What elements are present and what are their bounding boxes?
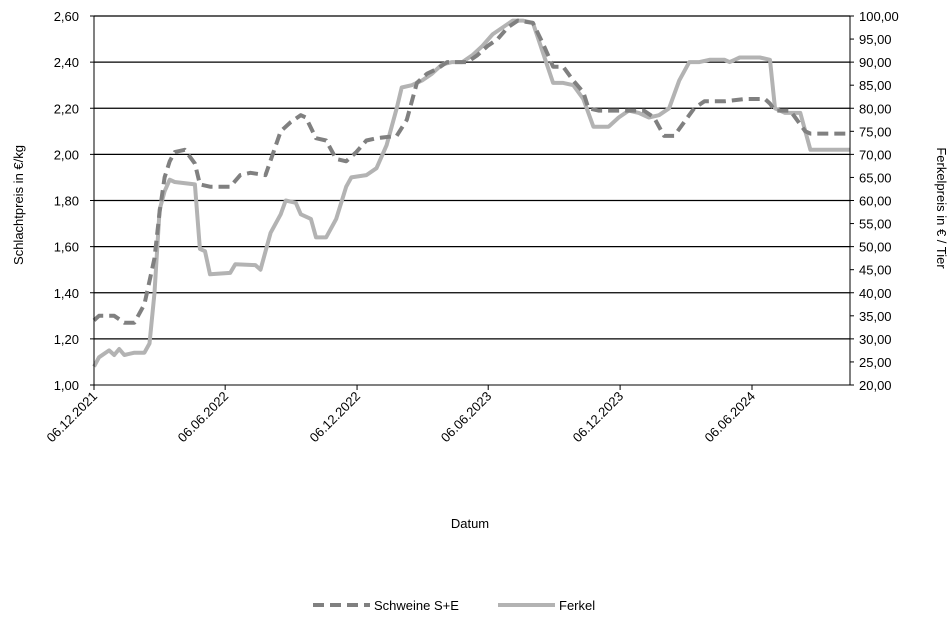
x-tick-label: 06.06.2022 — [175, 389, 232, 446]
x-tick-label: 06.12.2021 — [43, 389, 100, 446]
y-left-tick-label: 1,80 — [54, 194, 79, 209]
x-axis-title: Datum — [451, 516, 489, 531]
y-right-tick-label: 80,00 — [859, 101, 892, 116]
legend: Schweine S+E Ferkel — [313, 598, 595, 613]
x-axis-ticks: 06.12.2021 06.06.2022 06.12.2022 06.06.2023… — [43, 385, 758, 445]
y-right-tick-label: 25,00 — [859, 355, 892, 370]
gridlines — [94, 15, 850, 340]
y-right-tick-label: 65,00 — [859, 170, 892, 185]
y-axis-right-ticks: 20,00 25,00 30,00 35,00 40,00 45,00 50,00 55,00… — [850, 9, 899, 393]
series-line-schweine-s-e — [92, 18, 850, 325]
y-right-tick-label: 35,00 — [859, 309, 892, 324]
y-left-tick-label: 2,60 — [54, 9, 79, 24]
y-left-tick-label: 2,40 — [54, 55, 79, 70]
legend-label: Schweine S+E — [374, 598, 459, 613]
y-axis-left-title: Schlachtpreis in €/kg — [11, 145, 26, 265]
y-right-tick-label: 70,00 — [859, 147, 892, 162]
x-tick-label: 06.12.2022 — [307, 389, 364, 446]
y-right-tick-label: 20,00 — [859, 378, 892, 393]
y-right-tick-label: 95,00 — [859, 32, 892, 47]
legend-label: Ferkel — [559, 598, 595, 613]
y-left-tick-label: 2,00 — [54, 147, 79, 162]
y-right-tick-label: 90,00 — [859, 55, 892, 70]
x-tick-label: 06.06.2023 — [438, 389, 495, 446]
y-axis-right-title: Ferkelpreis in € / Tier — [934, 147, 949, 269]
y-right-tick-label: 50,00 — [859, 240, 892, 255]
y-left-tick-label: 2,20 — [54, 101, 79, 116]
x-tick-label: 06.06.2024 — [701, 389, 758, 446]
y-left-tick-label: 1,60 — [54, 240, 79, 255]
y-right-tick-label: 60,00 — [859, 194, 892, 209]
series-line-ferkel — [92, 18, 850, 368]
y-left-tick-label: 1,20 — [54, 332, 79, 347]
y-right-tick-label: 45,00 — [859, 263, 892, 278]
plot-series — [92, 18, 850, 368]
y-right-tick-label: 30,00 — [859, 332, 892, 347]
y-left-tick-label: 1,40 — [54, 286, 79, 301]
y-right-tick-label: 40,00 — [859, 286, 892, 301]
y-right-tick-label: 55,00 — [859, 217, 892, 232]
y-right-tick-label: 75,00 — [859, 124, 892, 139]
y-right-tick-label: 85,00 — [859, 78, 892, 93]
y-axis-left-ticks: 1,00 1,20 1,40 1,60 1,80 2,00 2,20 2,40 2,60 — [54, 9, 94, 393]
x-tick-label: 06.12.2023 — [570, 389, 627, 446]
y-right-tick-label: 100,00 — [859, 9, 899, 24]
y-left-tick-label: 1,00 — [54, 378, 79, 393]
